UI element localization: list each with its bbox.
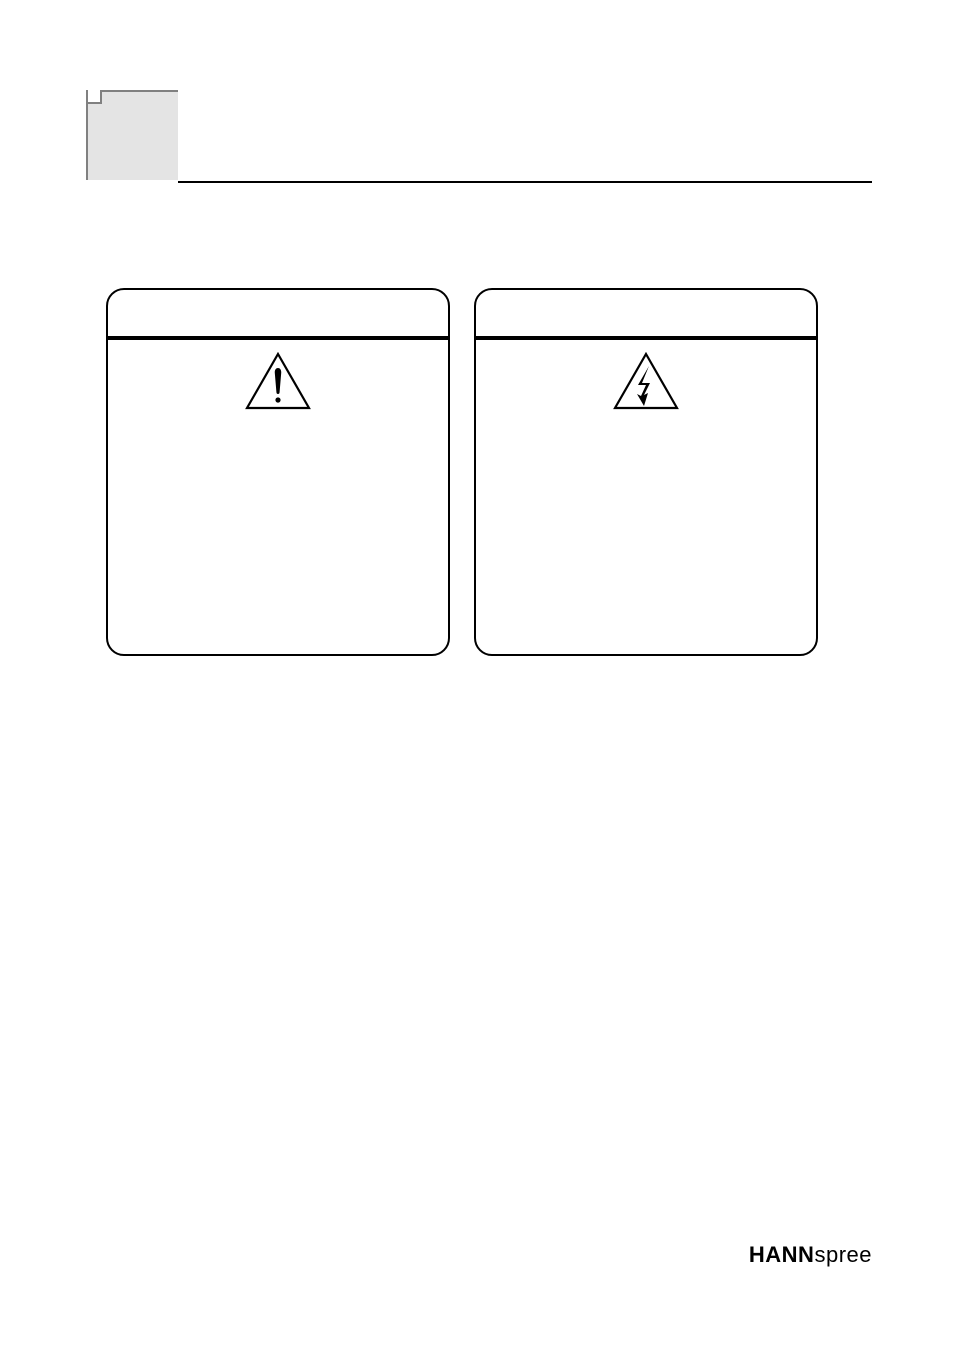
warning-card-title-divider	[108, 336, 448, 340]
warning-card-title-divider	[476, 336, 816, 340]
warning-card-caution	[106, 288, 450, 656]
lightning-triangle-icon	[613, 352, 679, 410]
page-tab-notch	[88, 90, 102, 104]
brand-logo: HANNspree	[749, 1242, 872, 1268]
brand-logo-bold: HANN	[749, 1242, 815, 1267]
warning-card-shock	[474, 288, 818, 656]
brand-logo-light: spree	[814, 1242, 872, 1267]
page-tab	[86, 90, 178, 180]
header-divider	[178, 181, 872, 183]
exclamation-triangle-icon	[245, 352, 311, 410]
